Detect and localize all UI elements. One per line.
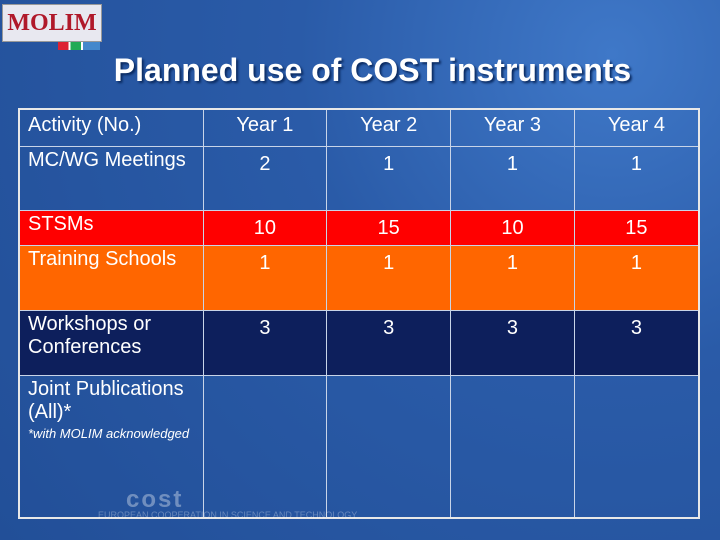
cell-value: 1 xyxy=(630,153,642,175)
value-cell xyxy=(573,375,700,518)
cell-value: 1 xyxy=(259,252,271,274)
cell-value: 10 xyxy=(253,217,277,239)
value-cell: 3 xyxy=(450,310,575,376)
value-cell: 1 xyxy=(326,146,452,211)
value-cell xyxy=(450,375,575,518)
cell-value: 1 xyxy=(383,252,395,274)
cell-value: 15 xyxy=(625,217,648,239)
value-cell xyxy=(202,375,328,518)
header-row: Activity (No.) Year 1 Year 2 Year 3 Year 4 xyxy=(18,108,700,147)
label-cell: MC/WG Meetings xyxy=(18,146,204,211)
cell-value: 3 xyxy=(506,317,519,339)
table-row: Joint Publications (All)* *with MOLIM ack… xyxy=(18,375,700,518)
value-cell: 3 xyxy=(202,310,328,376)
header-cell: Activity (No.) xyxy=(18,108,204,147)
cell-label: STSMs xyxy=(28,213,94,235)
label-cell: Joint Publications (All)* *with MOLIM ack… xyxy=(18,375,204,518)
cell-label: Training Schools xyxy=(28,248,177,270)
cell-value: 3 xyxy=(630,317,642,339)
value-cell: 15 xyxy=(573,210,700,246)
label-cell: Workshops or Conferences xyxy=(18,310,204,376)
header-cell: Year 4 xyxy=(573,108,700,147)
value-cell: 2 xyxy=(202,146,328,211)
logo: MOLIM xyxy=(2,4,102,42)
value-cell: 15 xyxy=(326,210,452,246)
cell-label: Joint Publications (All)* xyxy=(28,378,184,423)
cell-value: 10 xyxy=(501,217,524,239)
table-row: Training Schools 1 1 1 1 xyxy=(18,245,700,311)
value-cell: 1 xyxy=(450,245,575,311)
value-cell: 1 xyxy=(326,245,452,311)
cell-value: 3 xyxy=(259,317,271,339)
cell-value: 1 xyxy=(630,252,642,274)
value-cell: 1 xyxy=(573,245,700,311)
value-cell: 3 xyxy=(573,310,700,376)
cell-label: Workshops or Conferences xyxy=(28,313,152,358)
value-cell xyxy=(326,375,452,518)
header-cell: Year 3 xyxy=(450,108,575,147)
footer-tagline: EUROPEAN COOPERATION IN SCIENCE AND TECH… xyxy=(98,510,358,520)
header-cell: Year 1 xyxy=(202,108,328,147)
cell-value: 1 xyxy=(383,153,395,175)
table-row: Workshops or Conferences 3 3 3 3 xyxy=(18,310,700,376)
cell-value: 3 xyxy=(383,317,395,339)
footnote: *with MOLIM acknowledged xyxy=(28,426,190,441)
value-cell: 1 xyxy=(202,245,328,311)
cell-value: 1 xyxy=(506,153,519,175)
table-row: STSMs 10 15 10 15 xyxy=(18,210,700,246)
table: Activity (No.) Year 1 Year 2 Year 3 Year 4 MC… xyxy=(18,108,700,519)
cell-value: 1 xyxy=(506,252,519,274)
value-cell: 3 xyxy=(326,310,452,376)
value-cell: 10 xyxy=(450,210,575,246)
header-cell: Year 2 xyxy=(326,108,452,147)
footer-brand: cost xyxy=(126,486,184,513)
value-cell: 1 xyxy=(573,146,700,211)
label-cell: Training Schools xyxy=(18,245,204,311)
cell-value: 2 xyxy=(259,153,271,175)
table-row: MC/WG Meetings 2 1 1 1 xyxy=(18,146,700,211)
value-cell: 10 xyxy=(202,210,328,246)
value-cell: 1 xyxy=(450,146,575,211)
cell-value: 15 xyxy=(377,217,400,239)
cell-label: MC/WG Meetings xyxy=(28,149,186,171)
logo-bar xyxy=(58,42,100,50)
title: Planned use of COST instruments xyxy=(113,52,632,88)
label-cell: STSMs xyxy=(18,210,204,246)
